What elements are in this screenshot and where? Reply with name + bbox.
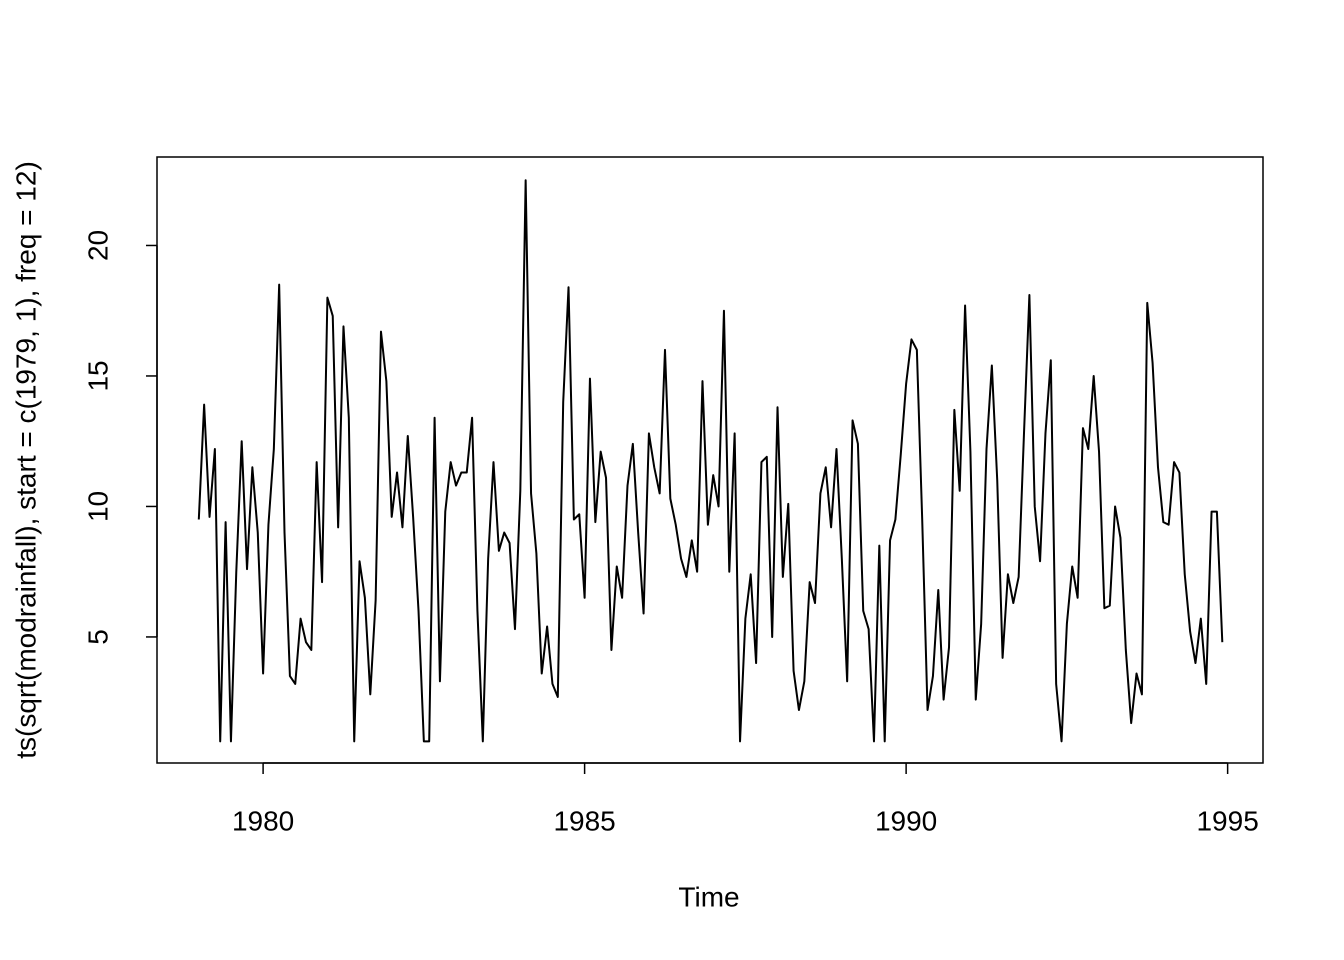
x-tick-label: 1990 — [875, 805, 937, 836]
y-tick-label: 5 — [82, 629, 113, 645]
plot-frame — [156, 156, 1264, 764]
y-tick-label: 10 — [82, 491, 113, 522]
x-tick-label: 1985 — [553, 805, 615, 836]
y-tick-label: 15 — [82, 360, 113, 391]
x-tick-label: 1995 — [1196, 805, 1258, 836]
x-tick-label: 1980 — [232, 805, 294, 836]
y-tick-label: 20 — [82, 230, 113, 261]
y-axis-label: ts(sqrt(modrainfall), start = c(1979, 1)… — [10, 161, 41, 759]
series-line — [197, 179, 1224, 743]
x-axis-label: Time — [678, 881, 739, 912]
